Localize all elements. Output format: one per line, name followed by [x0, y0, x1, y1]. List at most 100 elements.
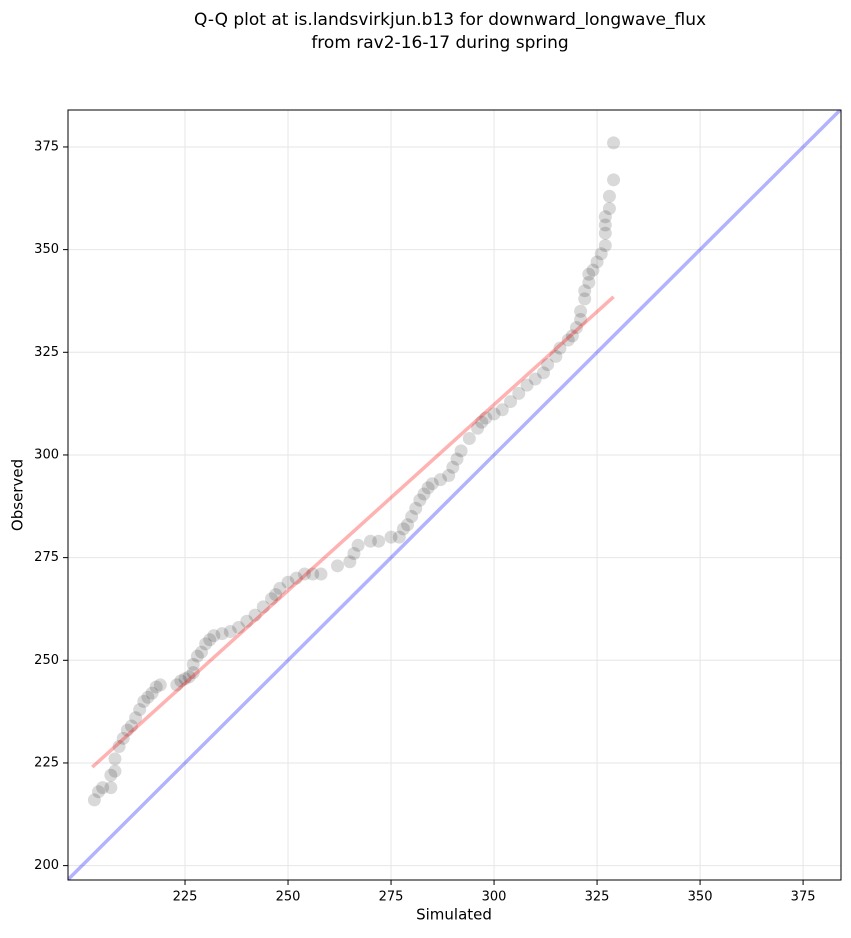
- point: [582, 267, 596, 281]
- x-tick-label: 300: [482, 890, 507, 905]
- point: [199, 637, 213, 651]
- point: [87, 793, 101, 807]
- point: [330, 559, 344, 573]
- point: [512, 386, 526, 400]
- point: [104, 781, 118, 795]
- point: [561, 333, 575, 347]
- point: [607, 173, 621, 187]
- point: [392, 530, 406, 544]
- chart-subtitle: from rav2-16-17 during spring: [311, 33, 568, 53]
- point: [569, 321, 583, 335]
- point: [421, 481, 435, 495]
- point: [190, 649, 204, 663]
- y-axis-label: Observed: [9, 459, 27, 531]
- point: [116, 731, 130, 745]
- point: [537, 366, 551, 380]
- point: [578, 292, 592, 306]
- point: [405, 510, 419, 524]
- point: [96, 781, 110, 795]
- point: [528, 372, 542, 386]
- y-tick-label: 200: [34, 858, 59, 873]
- point: [203, 633, 217, 647]
- point: [104, 768, 118, 782]
- identity-line: [68, 110, 841, 880]
- point: [343, 555, 357, 569]
- point: [582, 275, 596, 289]
- y-tick-label: 350: [34, 242, 59, 257]
- point: [215, 627, 229, 641]
- point: [594, 247, 608, 261]
- point: [129, 711, 143, 725]
- point: [384, 530, 398, 544]
- point: [401, 518, 415, 532]
- point: [590, 255, 604, 269]
- point: [207, 629, 221, 643]
- point: [265, 592, 279, 606]
- point: [495, 403, 509, 417]
- x-axis-label: Simulated: [416, 906, 492, 924]
- x-tick-label: 325: [585, 890, 610, 905]
- point: [471, 421, 485, 435]
- point: [396, 522, 410, 536]
- point: [479, 411, 493, 425]
- point: [273, 581, 287, 595]
- point: [298, 567, 312, 581]
- point: [504, 395, 518, 409]
- point: [223, 625, 237, 639]
- point: [120, 723, 134, 737]
- point: [174, 674, 188, 688]
- point: [269, 588, 283, 602]
- point: [372, 534, 386, 548]
- y-tick-label: 300: [34, 447, 59, 462]
- point: [186, 666, 200, 680]
- point: [446, 460, 460, 474]
- point: [541, 358, 555, 372]
- point: [112, 740, 126, 754]
- point: [133, 703, 147, 717]
- x-tick-label: 375: [791, 890, 816, 905]
- x-tick-label: 275: [379, 890, 404, 905]
- point: [574, 312, 588, 326]
- point: [409, 501, 423, 515]
- point: [108, 764, 122, 778]
- point: [549, 349, 563, 363]
- point: [602, 202, 616, 216]
- point: [442, 468, 456, 482]
- point: [137, 694, 151, 708]
- point: [314, 567, 328, 581]
- point: [248, 608, 262, 622]
- point: [178, 672, 192, 686]
- point: [462, 432, 476, 446]
- point: [124, 719, 138, 733]
- point: [454, 444, 468, 458]
- point: [598, 210, 612, 224]
- point: [145, 686, 159, 700]
- point: [256, 600, 270, 614]
- point: [240, 614, 254, 628]
- point: [195, 645, 209, 659]
- point: [351, 538, 365, 552]
- y-tick-label: 225: [34, 755, 59, 770]
- point: [232, 620, 246, 634]
- point: [306, 567, 320, 581]
- point: [598, 226, 612, 240]
- y-tick-label: 325: [34, 345, 59, 360]
- point: [141, 690, 155, 704]
- point: [347, 547, 361, 561]
- point: [475, 415, 489, 429]
- point: [450, 452, 464, 466]
- x-tick-label: 250: [276, 890, 301, 905]
- point: [607, 136, 621, 150]
- point: [149, 680, 163, 694]
- chart-title: Q-Q plot at is.landsvirkjun.b13 for down…: [194, 10, 706, 30]
- point: [153, 678, 167, 692]
- point: [553, 341, 567, 355]
- point: [520, 378, 534, 392]
- point: [417, 487, 431, 501]
- point: [413, 493, 427, 507]
- y-tick-label: 275: [34, 550, 59, 565]
- point: [108, 752, 122, 766]
- point: [586, 263, 600, 277]
- x-tick-label: 225: [173, 890, 198, 905]
